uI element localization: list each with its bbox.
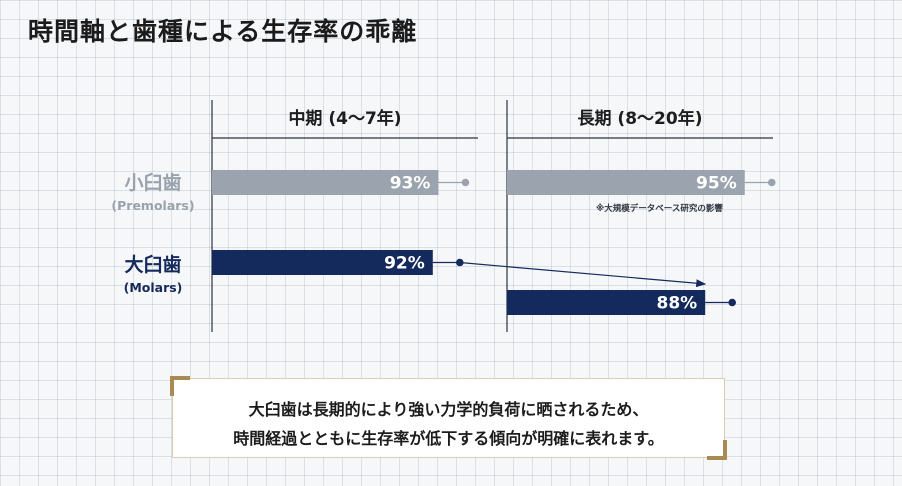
- row-label-molar: 大臼歯 (Molars): [112, 250, 194, 295]
- callout-box: 大臼歯は長期的により強い力学的負荷に晒されるため、 時間経過とともに生存率が低下…: [170, 376, 727, 460]
- row-label-molar-name: 大臼歯: [124, 254, 182, 276]
- panel-title-mid-term: 中期 (4〜7年): [288, 109, 402, 129]
- row-label-premolar-name: 小臼歯: [124, 172, 182, 194]
- bar-dot-molar-panel-1: [728, 298, 736, 307]
- callout-corner-top-left: [170, 376, 190, 396]
- bar-dot-premolar-panel-0: [461, 178, 470, 187]
- row-label-premolar-sub: (Premolars): [111, 198, 195, 213]
- data-label-molar-panel-1: 88%: [656, 294, 697, 314]
- bar-molar-panel-0: [212, 250, 433, 275]
- row-label-premolar: 小臼歯 (Premolars): [106, 168, 200, 213]
- data-label-molar-panel-0: 92%: [384, 254, 425, 274]
- bar-dot-premolar-panel-1: [767, 178, 776, 187]
- callout-line-1: 大臼歯は長期的により強い力学的負荷に晒されるため、: [248, 400, 649, 419]
- trend-arrow-molar: [459, 261, 707, 288]
- data-label-premolar-panel-1: 95%: [696, 174, 737, 194]
- bar-molar-panel-1: [507, 290, 706, 315]
- note-annotation: ※大規模データベース研究の影響: [596, 204, 723, 214]
- data-label-premolar-panel-0: 93%: [390, 174, 431, 194]
- callout-corner-bottom-right: [707, 440, 727, 460]
- row-label-molar-sub: (Molars): [123, 280, 183, 295]
- bar-premolar-panel-1: [507, 170, 745, 195]
- bar-premolar-panel-0: [212, 170, 439, 195]
- panel-title-long-term: 長期 (8〜20年): [577, 109, 703, 129]
- callout-line-2: 時間経過とともに生存率が低下する傾向が明確に表れます。: [233, 429, 664, 448]
- chart-title: 時間軸と歯種による生存率の乖離: [28, 17, 418, 46]
